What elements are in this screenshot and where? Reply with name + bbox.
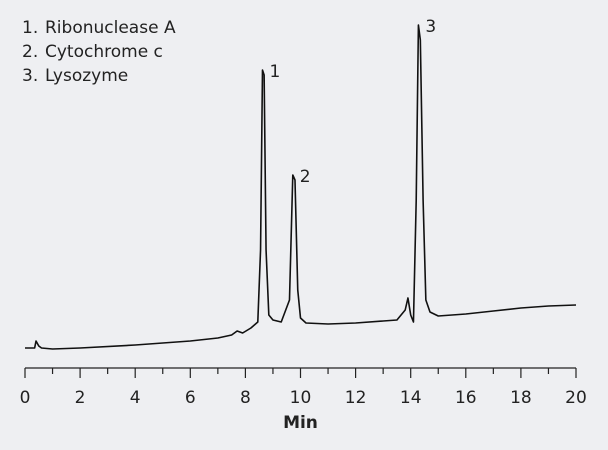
legend-number: 2. (22, 42, 38, 62)
x-tick-label: 10 (290, 388, 312, 408)
peak-label: 3 (425, 17, 436, 37)
x-tick-label: 8 (240, 388, 251, 408)
x-tick-label: 12 (345, 388, 367, 408)
x-tick-label: 4 (130, 388, 141, 408)
legend-number: 3. (22, 66, 38, 86)
x-tick-label: 6 (185, 388, 196, 408)
x-tick-label: 0 (20, 388, 31, 408)
x-tick-label: 16 (455, 388, 477, 408)
x-tick-label: 18 (510, 388, 532, 408)
x-tick-label: 14 (400, 388, 422, 408)
x-axis-label: Min (283, 413, 318, 433)
x-tick-label: 2 (75, 388, 86, 408)
x-tick-label: 20 (565, 388, 587, 408)
legend-name: Cytochrome c (45, 42, 163, 62)
peak-label: 2 (300, 167, 311, 187)
legend-name: Ribonuclease A (45, 18, 176, 38)
trace (25, 24, 577, 350)
legend-name: Lysozyme (45, 66, 128, 86)
legend-number: 1. (22, 18, 38, 38)
peak-label: 1 (269, 62, 280, 82)
